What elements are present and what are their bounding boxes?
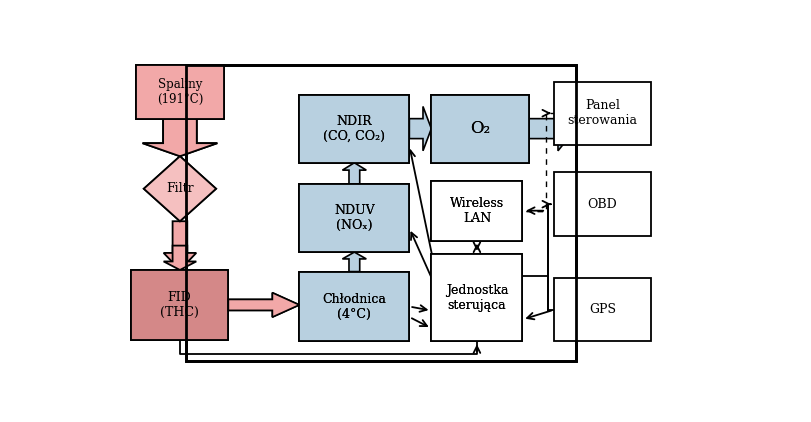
Bar: [299, 184, 410, 252]
Text: Spaliny
(191°C): Spaliny (191°C): [157, 78, 203, 106]
Text: Chłodnica
(4°C): Chłodnica (4°C): [323, 292, 386, 321]
Bar: [299, 272, 410, 341]
Polygon shape: [144, 156, 216, 221]
Polygon shape: [342, 163, 367, 184]
Bar: [299, 95, 410, 163]
Text: Jednostka
sterująca: Jednostka sterująca: [446, 284, 508, 311]
Polygon shape: [229, 293, 299, 317]
Text: NDIR
(CO, CO₂): NDIR (CO, CO₂): [324, 115, 385, 143]
Text: O₂: O₂: [470, 120, 490, 137]
Text: OBD: OBD: [588, 197, 617, 211]
Polygon shape: [410, 106, 431, 151]
Bar: [299, 184, 410, 252]
Bar: [136, 65, 224, 119]
Text: Panel
sterowania: Panel sterowania: [568, 99, 637, 127]
Bar: [554, 81, 651, 145]
Text: NDIR
(CO, CO₂): NDIR (CO, CO₂): [324, 115, 385, 143]
Bar: [431, 254, 522, 341]
Text: Spaliny
(191°C): Spaliny (191°C): [157, 78, 203, 106]
Polygon shape: [143, 119, 217, 156]
Text: Filtr: Filtr: [166, 182, 194, 195]
Bar: [136, 65, 224, 119]
Bar: [554, 173, 651, 236]
Bar: [431, 254, 522, 341]
Text: Wireless
LAN: Wireless LAN: [450, 197, 504, 225]
Polygon shape: [143, 119, 217, 156]
Polygon shape: [229, 293, 299, 317]
Text: Filtr: Filtr: [166, 182, 194, 195]
Polygon shape: [342, 252, 367, 272]
Bar: [431, 181, 522, 241]
Bar: [131, 270, 229, 340]
Bar: [131, 270, 229, 340]
Polygon shape: [529, 106, 576, 151]
Text: FID
(THC): FID (THC): [161, 291, 199, 319]
Bar: [431, 95, 529, 163]
Polygon shape: [164, 246, 196, 270]
Bar: [187, 65, 576, 361]
Bar: [554, 278, 651, 341]
Text: O₂: O₂: [470, 120, 490, 137]
Text: FID
(THC): FID (THC): [161, 291, 199, 319]
Polygon shape: [164, 221, 196, 270]
Bar: [299, 95, 410, 163]
Bar: [187, 65, 576, 361]
Text: Chłodnica
(4°C): Chłodnica (4°C): [323, 292, 386, 321]
Polygon shape: [144, 156, 216, 221]
Text: GPS: GPS: [589, 303, 616, 316]
Text: NDUV
(NOₓ): NDUV (NOₓ): [334, 204, 375, 232]
Text: Jednostka
sterująca: Jednostka sterująca: [446, 284, 508, 311]
Bar: [431, 95, 529, 163]
Text: NDUV
(NOₓ): NDUV (NOₓ): [334, 204, 375, 232]
Text: Wireless
LAN: Wireless LAN: [450, 197, 504, 225]
Bar: [299, 272, 410, 341]
Bar: [431, 181, 522, 241]
